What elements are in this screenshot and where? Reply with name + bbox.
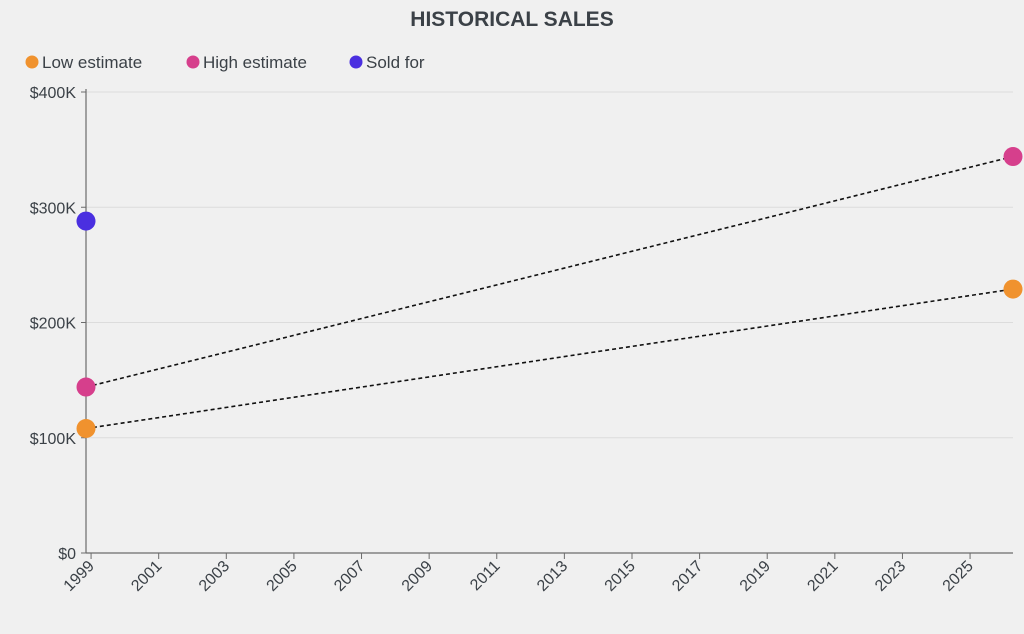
y-tick-label: $300K <box>30 200 77 217</box>
legend-label: Low estimate <box>42 53 142 72</box>
legend-label: Sold for <box>366 53 425 72</box>
x-tick-label: 2021 <box>804 558 841 595</box>
x-tick-label: 2003 <box>196 558 233 595</box>
data-point-high-estimate <box>1003 147 1023 167</box>
x-tick-label: 2009 <box>399 558 436 595</box>
x-tick-label: 2011 <box>467 558 503 594</box>
x-tick-label: 2013 <box>534 558 571 595</box>
data-point-high-estimate <box>76 377 96 397</box>
chart-title: HISTORICAL SALES <box>410 8 613 31</box>
data-point-sold-for <box>76 211 96 231</box>
data-points <box>76 147 1023 439</box>
legend-marker-2 <box>349 55 363 69</box>
gridlines <box>86 91 1013 439</box>
legend-marker-0 <box>25 55 39 69</box>
x-tick-label: 2019 <box>737 558 774 595</box>
y-tick-label: $100K <box>30 431 77 448</box>
data-point-low-estimate <box>1003 279 1023 299</box>
legend: Low estimate High estimate Sold for <box>25 53 425 72</box>
trend-lines <box>85 155 1014 430</box>
x-tick-label: 2005 <box>264 558 301 595</box>
y-tick-label: $200K <box>30 316 77 333</box>
x-tick-label: 2007 <box>331 558 368 595</box>
x-tick-label: 2001 <box>128 558 165 595</box>
y-tick-label: $400K <box>30 85 77 102</box>
x-tick-label: 1999 <box>61 558 98 595</box>
axes: $0 $100K $200K $300K $400K 1999 2001 2003 2005 20… <box>30 85 1013 595</box>
x-tick-label: 2023 <box>872 558 909 595</box>
x-tick-label: 2017 <box>669 558 706 595</box>
x-tick-label: 2015 <box>602 558 639 595</box>
data-point-low-estimate <box>76 419 96 439</box>
y-tick-label: $0 <box>58 546 76 563</box>
x-tick-label: 2025 <box>940 558 977 595</box>
legend-label: High estimate <box>203 53 307 72</box>
legend-marker-1 <box>186 55 200 69</box>
trend-line-0 <box>85 288 1014 430</box>
trend-line-1 <box>85 155 1014 388</box>
